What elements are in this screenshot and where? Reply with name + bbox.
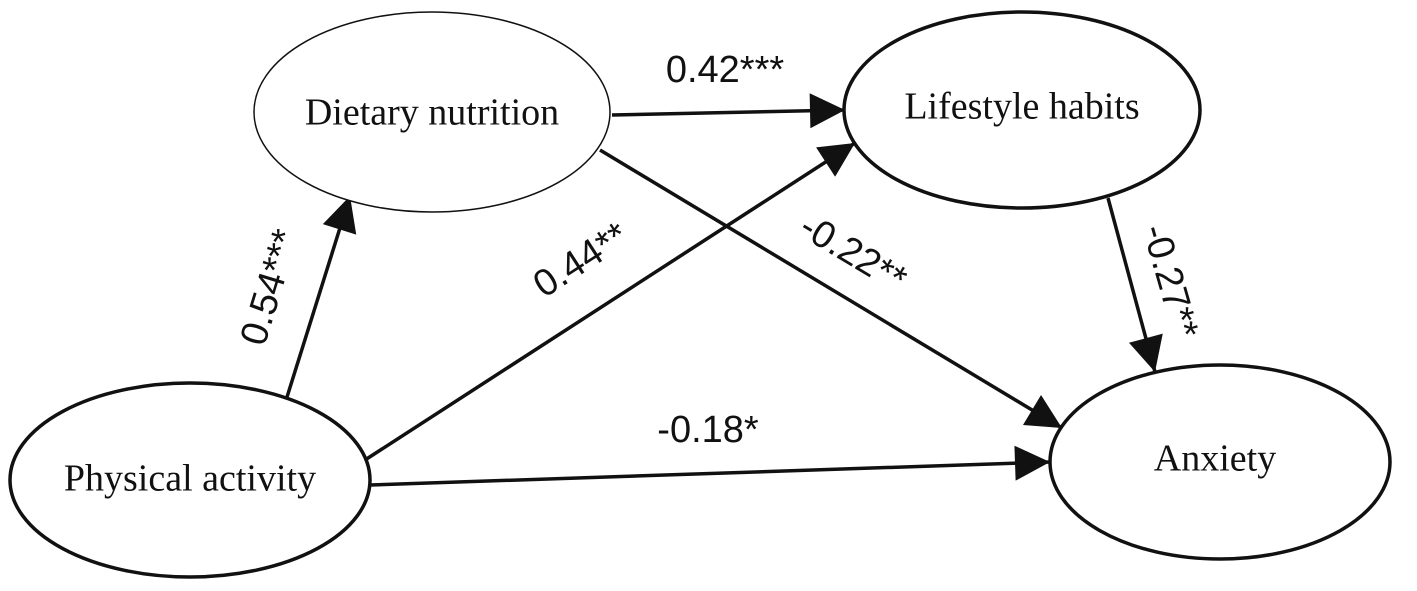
edge-arrow (364, 141, 856, 462)
edge-label: 0.42*** (666, 49, 785, 91)
node-label: Anxiety (1154, 438, 1276, 480)
node-ellipse (8, 381, 372, 579)
node-ellipse (253, 11, 611, 213)
edge-arrow (1106, 197, 1163, 373)
node-label: Dietary nutrition (305, 92, 559, 134)
edge-label: 0.44** (526, 214, 636, 306)
edge-arrow (611, 93, 846, 129)
edge-label: -0.27** (1134, 220, 1206, 343)
edge-label: 0.54*** (233, 225, 308, 351)
edge-arrow (369, 445, 1051, 487)
edge-arrow (285, 195, 357, 398)
edge-label: -0.18* (657, 409, 759, 451)
edge-arrow (599, 148, 1063, 430)
node-label: Lifestyle habits (904, 86, 1139, 128)
node-ellipse (1048, 363, 1392, 561)
node-label: Physical activity (64, 458, 316, 500)
edge-label: -0.22** (792, 205, 913, 301)
node-ellipse (842, 10, 1202, 210)
